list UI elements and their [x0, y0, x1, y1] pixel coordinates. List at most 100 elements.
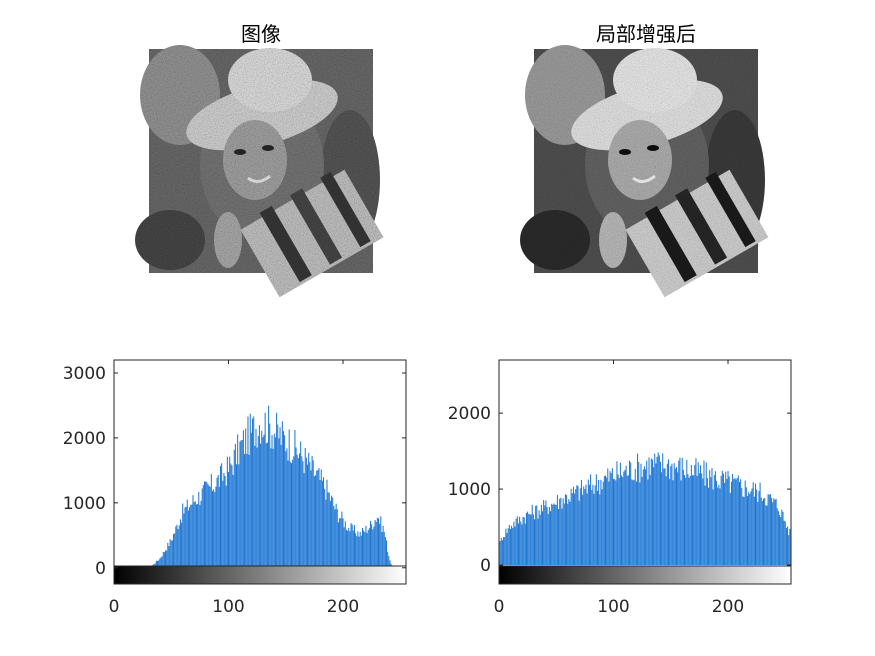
histogram-bar — [302, 461, 304, 568]
histogram-bar — [508, 524, 510, 566]
histogram-bar — [617, 474, 619, 566]
histogram-bar — [760, 497, 762, 566]
histogram-bar — [336, 509, 338, 568]
histogram-bar — [175, 526, 177, 568]
histogram-bar — [523, 517, 525, 566]
histogram-bar — [295, 447, 297, 568]
axes-frame — [498, 359, 792, 585]
histogram-bar — [779, 514, 781, 566]
histogram-bar — [194, 501, 196, 568]
histogram-bar — [603, 476, 605, 566]
histogram-bar — [258, 425, 260, 568]
histogram-bar — [278, 438, 280, 568]
histogram-bar — [200, 500, 202, 568]
histogram-bar — [287, 460, 289, 568]
histogram-bar — [183, 513, 185, 568]
histogram-bar — [270, 448, 272, 568]
histogram-bar — [519, 516, 521, 566]
histogram-bar — [555, 504, 557, 566]
histogram-bar — [213, 489, 215, 568]
histogram-bar — [499, 541, 501, 566]
histogram-bar — [389, 560, 391, 568]
histogram-bar — [671, 463, 673, 566]
histogram-bar — [305, 457, 307, 568]
axes-frame — [113, 359, 407, 585]
histogram-bar — [337, 522, 339, 568]
histogram-bar — [571, 493, 573, 566]
histogram-bar — [544, 505, 546, 566]
histogram-bar — [716, 480, 718, 566]
histogram-bar — [781, 509, 783, 566]
histogram-bar — [598, 479, 600, 566]
histogram-bar — [361, 527, 363, 568]
histogram-bar — [567, 503, 569, 566]
x-tick-label: 100 — [212, 597, 244, 617]
histogram-bar — [525, 512, 527, 566]
histogram-bar — [271, 435, 273, 568]
histogram-bar — [745, 487, 747, 566]
histogram-bar — [260, 443, 262, 568]
histogram-bar — [609, 471, 611, 566]
histogram-bar — [347, 530, 349, 568]
histogram-bar — [517, 523, 519, 566]
histogram-bar — [189, 507, 191, 568]
histogram-bar — [785, 527, 787, 566]
histogram-bar — [687, 474, 689, 566]
histogram-bar — [570, 488, 572, 566]
histogram-bar — [357, 531, 359, 568]
y-tick-label: 0 — [95, 559, 106, 579]
histogram-bar — [669, 478, 671, 566]
histogram-bar — [538, 510, 540, 566]
histogram-bar — [742, 496, 744, 566]
histogram-bar — [348, 527, 350, 568]
histogram-bar — [280, 444, 282, 568]
histogram-bar — [214, 492, 216, 568]
histogram-bar — [382, 525, 384, 568]
histogram-bar — [606, 477, 608, 566]
image-title-enhanced: 局部增强后 — [596, 22, 696, 46]
histogram-bar — [722, 473, 724, 566]
histogram-bar — [300, 441, 302, 568]
histogram-bar — [244, 454, 246, 568]
histogram-bar — [709, 470, 711, 566]
histogram-bar — [626, 475, 628, 566]
histogram-bar — [719, 488, 721, 566]
histogram-bar — [694, 465, 696, 566]
histogram-bar — [378, 518, 380, 568]
histogram-bar — [373, 526, 375, 568]
histogram-bar — [364, 531, 366, 568]
histogram-bar — [246, 453, 248, 568]
histogram-bar — [158, 560, 160, 568]
histogram-bar — [308, 452, 310, 568]
histogram-bar — [730, 481, 732, 566]
histogram-bar — [231, 465, 233, 568]
histogram-bar — [733, 478, 735, 566]
histogram-bar — [342, 518, 344, 568]
histogram-bar — [679, 457, 681, 566]
histogram-bar — [656, 456, 658, 566]
histogram-bar — [547, 513, 549, 566]
histogram-bar — [252, 418, 254, 568]
histogram-bar — [576, 485, 578, 566]
histogram-bar — [225, 485, 227, 568]
histogram-bar — [166, 550, 168, 568]
histogram-bar — [264, 412, 266, 568]
histogram-bar — [782, 511, 784, 566]
histogram-bar — [334, 509, 336, 568]
histogram-bar — [201, 488, 203, 568]
histogram-bar — [689, 475, 691, 566]
histogram-bar — [367, 529, 369, 568]
histogram-bar — [274, 437, 276, 568]
histogram-bar — [376, 517, 378, 568]
x-tick-label: 0 — [109, 597, 120, 617]
histogram-bar — [185, 506, 187, 568]
histogram-bar — [388, 555, 390, 568]
histogram-bar — [667, 459, 669, 566]
histogram-bar — [157, 560, 159, 568]
histogram-bar — [564, 494, 566, 566]
histogram-bar — [184, 507, 186, 568]
histogram-bar — [262, 437, 264, 568]
histogram-bar — [650, 458, 652, 566]
histogram-bar — [162, 551, 164, 568]
histogram-bar — [572, 486, 574, 566]
